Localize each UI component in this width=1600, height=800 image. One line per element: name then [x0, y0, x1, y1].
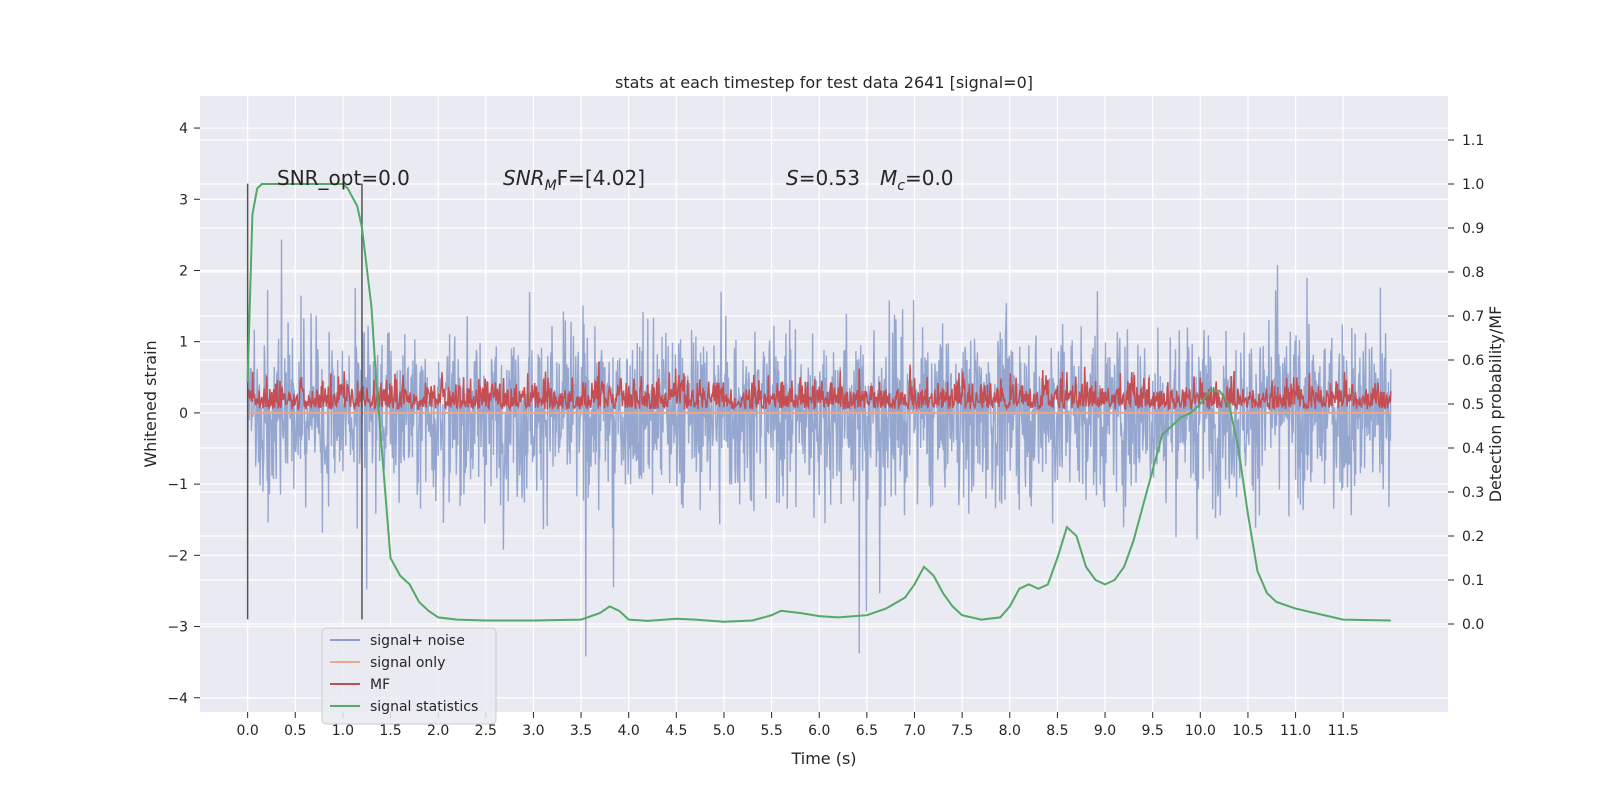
y-right-tick-label: 0.1 — [1462, 573, 1484, 589]
annotation-s-rest: =0.53 — [799, 166, 860, 190]
x-tick-label: 0.5 — [284, 723, 306, 739]
x-tick-label: 1.5 — [379, 723, 401, 739]
x-tick-label: 10.0 — [1185, 723, 1216, 739]
annotation-s: S=0.53 — [786, 166, 860, 190]
x-tick-label: 4.0 — [618, 723, 640, 739]
y-right-tick-label: 0.0 — [1462, 617, 1484, 633]
x-tick-label: 4.5 — [665, 723, 687, 739]
y-right-axis-ticks: 1.1 1.0 0.9 0.8 0.7 0.6 0.5 0.4 0.3 0.2 0.1 0.0 — [1448, 133, 1484, 633]
legend-label: MF — [370, 677, 390, 693]
annotation-mc-rest: =0.0 — [905, 166, 954, 190]
x-tick-label: 1.0 — [332, 723, 354, 739]
x-tick-label: 6.0 — [808, 723, 830, 739]
annotation-snr-mf-main: SNR — [503, 166, 545, 190]
y-right-tick-label: 1.0 — [1462, 177, 1484, 193]
y-right-tick-label: 0.4 — [1462, 441, 1484, 457]
x-tick-label: 7.0 — [903, 723, 925, 739]
series-signal-noise — [246, 239, 1392, 657]
x-tick-label: 5.5 — [760, 723, 782, 739]
annotation-mc: Mc=0.0 — [880, 166, 954, 194]
y-tick-label: 4 — [179, 121, 188, 137]
annotation-snr-opt: SNR_opt=0.0 — [277, 166, 410, 190]
y-tick-label: 3 — [179, 192, 188, 208]
annotation-snr-mf-sub: M — [545, 178, 557, 194]
x-tick-label: 10.5 — [1232, 723, 1263, 739]
x-axis-ticks: 0.0 0.5 1.0 1.5 2.0 2.5 3.0 3.5 4.0 4.5 5.0 5.5 6.0 6… — [237, 712, 1359, 739]
y-tick-label: −1 — [167, 477, 188, 493]
y-axis-title: Whitened strain — [141, 340, 160, 467]
y-tick-label: 2 — [179, 263, 188, 279]
series-mf — [246, 361, 1392, 412]
y-tick-label: −2 — [167, 548, 188, 564]
x-tick-label: 3.0 — [522, 723, 544, 739]
x-tick-label: 8.5 — [1046, 723, 1068, 739]
window-markers — [246, 183, 363, 620]
annotation-s-main: S — [786, 166, 799, 190]
y-right-axis-title: Detection probability/MF — [1486, 306, 1505, 503]
legend-label: signal only — [370, 655, 445, 671]
legend-label: signal+ noise — [370, 633, 465, 649]
x-tick-label: 3.5 — [570, 723, 592, 739]
legend: signal+ noise signal only MF signal statist… — [321, 627, 497, 725]
y-tick-label: −4 — [167, 691, 188, 707]
x-tick-label: 8.0 — [999, 723, 1021, 739]
x-tick-label: 6.5 — [856, 723, 878, 739]
y-right-tick-label: 1.1 — [1462, 133, 1484, 149]
y-right-tick-label: 0.5 — [1462, 397, 1484, 413]
x-tick-label: 11.5 — [1328, 723, 1359, 739]
x-tick-label: 5.0 — [713, 723, 735, 739]
signal-noise-line — [246, 239, 1392, 657]
y-tick-label: −3 — [167, 620, 188, 636]
y-axis-ticks: 4 3 2 1 0 −1 −2 −3 −4 — [167, 121, 200, 707]
annotation-snr-mf-rest: F=[4.02] — [557, 166, 645, 190]
y-right-tick-label: 0.7 — [1462, 309, 1484, 325]
y-right-tick-label: 0.3 — [1462, 485, 1484, 501]
y-right-tick-label: 0.2 — [1462, 529, 1484, 545]
y-right-tick-label: 0.9 — [1462, 221, 1484, 237]
x-tick-label: 2.5 — [475, 723, 497, 739]
chart-title: stats at each timestep for test data 264… — [615, 73, 1033, 92]
mf-line — [246, 361, 1392, 412]
x-tick-label: 2.0 — [427, 723, 449, 739]
x-tick-label: 9.5 — [1142, 723, 1164, 739]
y-right-tick-label: 0.8 — [1462, 265, 1484, 281]
x-axis-title: Time (s) — [790, 749, 856, 768]
legend-frame — [321, 627, 497, 725]
y-tick-label: 1 — [179, 335, 188, 351]
annotation-mc-main: M — [880, 166, 897, 190]
x-tick-label: 0.0 — [237, 723, 259, 739]
legend-label: signal statistics — [370, 699, 478, 715]
y-tick-label: 0 — [179, 406, 188, 422]
x-tick-label: 9.0 — [1094, 723, 1116, 739]
annotation-snr-mf: SNRMF=[4.02] — [503, 166, 645, 194]
x-tick-label: 7.5 — [951, 723, 973, 739]
series-signal-statistics — [246, 183, 1391, 623]
annotation-mc-sub: c — [897, 178, 905, 194]
y-right-tick-label: 0.6 — [1462, 353, 1484, 369]
x-tick-label: 11.0 — [1280, 723, 1311, 739]
